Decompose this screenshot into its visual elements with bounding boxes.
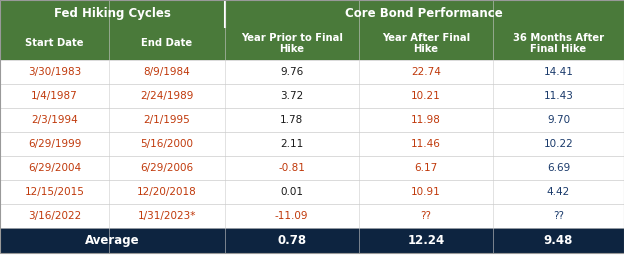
Bar (0, 156, 624, 180)
Bar (0, 108, 624, 132)
Text: 10.91: 10.91 (411, 187, 441, 197)
Text: 3.72: 3.72 (280, 91, 303, 101)
Text: Start Date: Start Date (26, 38, 84, 48)
Bar (0, 204, 624, 228)
Text: 5/16/2000: 5/16/2000 (140, 139, 193, 149)
Text: 22.74: 22.74 (411, 67, 441, 77)
Text: 6.69: 6.69 (547, 163, 570, 173)
Text: Average: Average (85, 234, 140, 247)
Text: 2/1/1995: 2/1/1995 (144, 115, 190, 125)
Bar (493, 27, 624, 60)
Text: 11.98: 11.98 (411, 115, 441, 125)
Text: 11.46: 11.46 (411, 139, 441, 149)
Bar (109, 27, 225, 60)
Text: 12.24: 12.24 (407, 234, 444, 247)
Text: 1/31/2023*: 1/31/2023* (138, 211, 196, 221)
Bar (0, 0, 225, 27)
Text: 9.76: 9.76 (280, 67, 303, 77)
Text: 9.48: 9.48 (544, 234, 573, 247)
Text: 12/15/2015: 12/15/2015 (25, 187, 84, 197)
Text: -0.81: -0.81 (278, 163, 305, 173)
Bar (225, 0, 624, 27)
Bar (0, 84, 624, 108)
Bar (0, 228, 624, 253)
Text: 3/16/2022: 3/16/2022 (28, 211, 81, 221)
Text: 6/29/1999: 6/29/1999 (28, 139, 81, 149)
Text: 12/20/2018: 12/20/2018 (137, 187, 197, 197)
Text: 6/29/2004: 6/29/2004 (28, 163, 81, 173)
Text: Core Bond Performance: Core Bond Performance (346, 7, 503, 20)
Text: ??: ?? (421, 211, 431, 221)
Text: 0.01: 0.01 (280, 187, 303, 197)
Bar (225, 27, 359, 60)
Text: 4.42: 4.42 (547, 187, 570, 197)
Text: 2/24/1989: 2/24/1989 (140, 91, 193, 101)
Text: -11.09: -11.09 (275, 211, 308, 221)
Text: 1/4/1987: 1/4/1987 (31, 91, 78, 101)
Text: 36 Months After
Final Hike: 36 Months After Final Hike (513, 33, 604, 54)
Text: 2/3/1994: 2/3/1994 (31, 115, 78, 125)
Text: Fed Hiking Cycles: Fed Hiking Cycles (54, 7, 171, 20)
Text: 2.11: 2.11 (280, 139, 303, 149)
Bar (0, 180, 624, 204)
Text: 0.78: 0.78 (277, 234, 306, 247)
Text: 10.22: 10.22 (544, 139, 573, 149)
Text: 10.21: 10.21 (411, 91, 441, 101)
Text: 9.70: 9.70 (547, 115, 570, 125)
Bar (0, 27, 109, 60)
Text: 6.17: 6.17 (414, 163, 437, 173)
Text: Year After Final
Hike: Year After Final Hike (382, 33, 470, 54)
Text: 3/30/1983: 3/30/1983 (28, 67, 81, 77)
Bar (0, 132, 624, 156)
Text: 11.43: 11.43 (544, 91, 573, 101)
Text: 14.41: 14.41 (544, 67, 573, 77)
Text: 1.78: 1.78 (280, 115, 303, 125)
Bar (359, 27, 493, 60)
Bar (0, 60, 624, 84)
Text: Year Prior to Final
Hike: Year Prior to Final Hike (241, 33, 343, 54)
Text: 6/29/2006: 6/29/2006 (140, 163, 193, 173)
Text: 8/9/1984: 8/9/1984 (144, 67, 190, 77)
Text: End Date: End Date (142, 38, 192, 48)
Text: ??: ?? (553, 211, 564, 221)
